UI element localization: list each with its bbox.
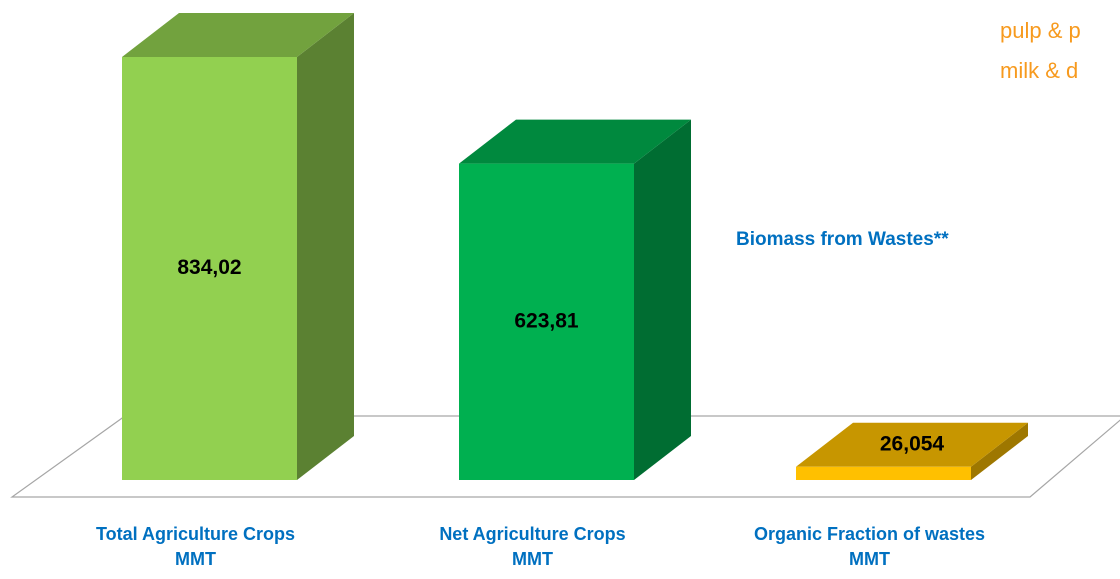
bar-top (796, 422, 1028, 467)
bar-side (297, 13, 354, 480)
x-tick-label: Total Agriculture Crops MMT (95, 524, 295, 569)
value-label: 623,81 (514, 309, 579, 332)
bar (796, 466, 971, 480)
bar-side (634, 119, 691, 480)
x-tick-label: Organic Fraction of wastes MMT (753, 524, 986, 569)
bar-side (971, 422, 1028, 480)
x-tick-label: Net Agriculture Crops MMT (439, 524, 626, 569)
annotation: pulp & p (1000, 18, 1081, 43)
value-label: 834,02 (177, 256, 241, 279)
bar (122, 57, 297, 480)
bar-top (459, 119, 691, 164)
bar-top (122, 13, 354, 57)
bar (459, 163, 634, 480)
value-label: 26,054 (880, 432, 945, 455)
annotation: milk & d (1000, 58, 1079, 83)
annotation: Biomass from Wastes** (736, 229, 949, 250)
